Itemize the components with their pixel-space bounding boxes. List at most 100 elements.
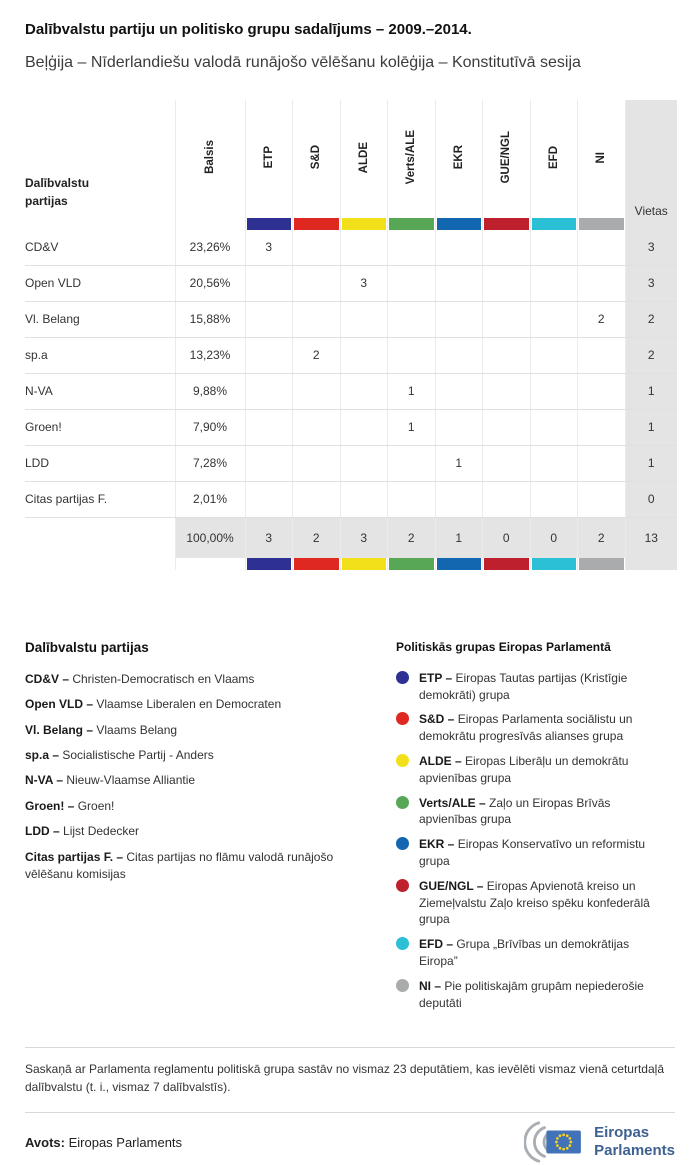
party-legend-item: Groen! – Groen!	[25, 798, 365, 815]
table-row: Groen! 7,90% 1 1	[25, 409, 677, 446]
group-header-label: GUE/NGL	[500, 131, 513, 184]
party-abbr: sp.a –	[25, 748, 63, 763]
group-value-cell	[292, 265, 340, 302]
group-value-cell	[244, 301, 293, 338]
group-header-label: NI	[595, 151, 608, 164]
party-name-cell: N-VA	[25, 373, 175, 410]
group-value-cell: 1	[387, 409, 435, 446]
group-value-cell	[434, 229, 483, 266]
group-header-efd: EFD	[529, 99, 578, 218]
color-bar-row	[25, 557, 677, 570]
group-desc: GUE/NGL – Eiropas Apvienotā kreiso un Zi…	[419, 878, 671, 928]
color-bar-verts-ale	[389, 217, 434, 230]
party-desc: Nieuw-Vlaamse Alliantie	[66, 773, 196, 788]
page-subtitle: Beļģija – Nīderlandiešu valodā runājošo …	[25, 53, 581, 71]
color-bar-cell	[529, 557, 578, 570]
seats-cell: 2	[624, 337, 677, 374]
group-value-cell	[577, 337, 625, 374]
party-desc: Lijst Dedecker	[63, 824, 140, 839]
group-value-cell	[434, 337, 483, 374]
group-value-cell	[529, 373, 578, 410]
etp-color-dot-icon	[396, 670, 409, 684]
group-value-cell	[529, 481, 578, 518]
seats-cell: 1	[624, 373, 677, 410]
group-value-cell	[292, 373, 340, 410]
total-group-cell: 2	[577, 517, 625, 558]
party-name-cell: Vl. Belang	[25, 301, 175, 338]
gue-ngl-color-dot-icon	[396, 878, 409, 892]
color-bar-cell	[387, 217, 435, 230]
group-desc-text: Grupa „Brīvības un demokrātijas Eiropa”	[419, 937, 630, 969]
group-value-cell	[482, 337, 530, 374]
footnote: Saskaņā ar Parlamenta reglamentu politis…	[25, 1047, 675, 1114]
color-bar-row	[25, 217, 677, 230]
group-desc: ALDE – Eiropas Liberāļu un demokrātu apv…	[419, 753, 671, 787]
legend-section: Dalībvalstu partijas CD&V – Christen-Dem…	[25, 640, 675, 1020]
group-desc-text: Eiropas Parlamenta sociālistu un demokrā…	[419, 712, 633, 744]
group-desc-text: Eiropas Apvienotā kreiso un Ziemeļvalstu…	[419, 878, 650, 927]
group-value-cell	[434, 373, 483, 410]
group-value-cell	[339, 373, 388, 410]
group-header-label: S&D	[310, 145, 323, 170]
group-header-ekr: EKR	[434, 99, 483, 218]
color-bar-cell	[434, 217, 483, 230]
group-header-label: ALDE	[357, 141, 370, 174]
color-bar-alde	[341, 217, 386, 230]
party-abbr: Citas partijas F. –	[25, 849, 127, 864]
ni-color-dot-icon	[396, 978, 409, 992]
party-desc: Citas partijas no flāmu valodā runājošo …	[25, 849, 334, 882]
table-row: CD&V 23,26% 3 3	[25, 229, 677, 266]
total-group-cell: 3	[339, 517, 388, 558]
group-value-cell	[482, 481, 530, 518]
table-row: sp.a 13,23% 2 2	[25, 337, 677, 374]
group-header-gue-ngl: GUE/NGL	[482, 99, 530, 218]
group-value-cell	[577, 445, 625, 482]
group-abbr: EKR –	[419, 837, 458, 852]
color-bar-cell	[482, 557, 530, 570]
group-header-alde: ALDE	[339, 99, 388, 218]
party-abbr: LDD –	[25, 824, 64, 839]
group-desc: Verts/ALE – Zaļo un Eiropas Brīvās apvie…	[419, 795, 671, 829]
total-votes-cell: 100,00%	[174, 517, 245, 558]
group-value-cell	[482, 229, 530, 266]
group-value-cell	[577, 409, 625, 446]
source-row: Avots: Eiropas Parlaments Eiropas Parlam…	[25, 1119, 675, 1165]
table-row: Vl. Belang 15,88% 2 2	[25, 301, 677, 338]
color-bar-cell	[387, 557, 435, 570]
group-value-cell	[482, 373, 530, 410]
group-abbr: ETP –	[419, 670, 456, 685]
group-value-cell	[577, 265, 625, 302]
group-legend: Politiskās grupas Eiropas Parlamentā ETP…	[396, 640, 671, 1020]
group-value-cell	[529, 445, 578, 482]
party-name-cell: Citas partijas F.	[25, 481, 175, 518]
total-group-cell: 2	[387, 517, 435, 558]
ep-logo: Eiropas Parlaments	[524, 1119, 675, 1165]
group-desc: NI – Pie politiskajām grupām nepiederoši…	[419, 978, 671, 1012]
group-legend-item: GUE/NGL – Eiropas Apvienotā kreiso un Zi…	[396, 878, 671, 928]
group-value-cell	[244, 409, 293, 446]
party-abbr: Groen! –	[25, 798, 78, 813]
group-legend-list: ETP – Eiropas Tautas partijas (Kristīgie…	[396, 670, 671, 1012]
color-bar-cell	[577, 217, 625, 230]
party-legend-heading: Dalībvalstu partijas	[25, 639, 149, 655]
group-value-cell	[529, 409, 578, 446]
group-value-cell	[244, 481, 293, 518]
group-desc-text: Eiropas Liberāļu un demokrātu apvienības…	[419, 754, 629, 785]
group-value-cell	[387, 265, 435, 302]
table-row: N-VA 9,88% 1 1	[25, 373, 677, 410]
group-header-label: EKR	[452, 145, 465, 170]
votes-cell: 23,26%	[174, 229, 245, 266]
group-header-ni: NI	[577, 99, 625, 218]
group-value-cell	[244, 373, 293, 410]
color-bar-cell	[434, 557, 483, 570]
group-header-verts-ale: Verts/ALE	[387, 99, 435, 218]
group-value-cell	[244, 337, 293, 374]
votes-cell: 15,88%	[174, 301, 245, 338]
total-group-cell: 0	[529, 517, 578, 558]
group-value-cell	[339, 337, 388, 374]
group-header-label: Verts/ALE	[405, 130, 418, 185]
group-value-cell	[482, 445, 530, 482]
party-desc: Christen-Democratisch en Vlaams	[72, 671, 255, 686]
group-abbr: EFD –	[419, 937, 457, 952]
